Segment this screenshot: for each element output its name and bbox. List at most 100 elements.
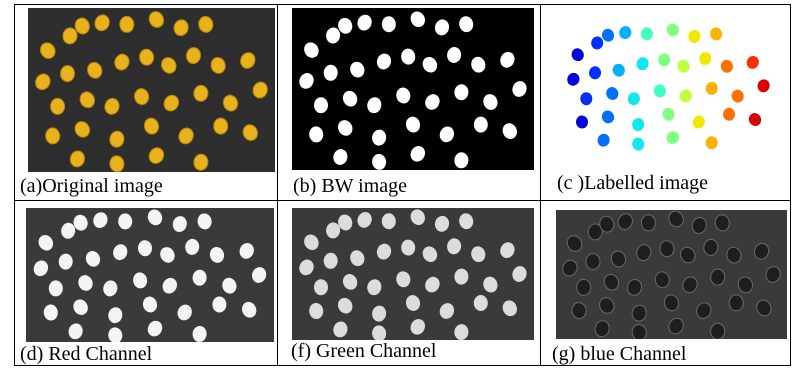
kernel-blob (454, 324, 469, 340)
kernel-blob (688, 30, 701, 43)
kernel-blob (705, 81, 718, 95)
kernel-blob (350, 61, 365, 78)
caption-red-channel: (d) Red Channel (20, 343, 153, 365)
kernel-blob (502, 123, 517, 139)
kernel-blob (59, 65, 76, 83)
kernel-blob (659, 240, 675, 258)
kernel-blob (410, 11, 425, 28)
labelled-background (551, 8, 786, 170)
kernel-blob (597, 133, 610, 147)
kernel-blob (679, 89, 692, 103)
kernel-blob (710, 27, 723, 41)
kernel-blob (148, 147, 165, 164)
kernel-blob (422, 246, 438, 262)
kernel-blob (172, 216, 187, 233)
kernel-blob (133, 272, 148, 289)
kernel-blob (632, 118, 645, 132)
kernel-blob (471, 246, 486, 263)
kernel-blob (576, 278, 592, 296)
kernel-blob (376, 53, 392, 70)
kernel-blob (459, 213, 474, 230)
kernel-blob (119, 15, 135, 33)
kernel-blob (162, 277, 178, 294)
kernel-blob (58, 253, 73, 270)
kernel-blob (240, 52, 256, 69)
kernel-blob (93, 212, 108, 228)
kernel-blob (571, 48, 584, 62)
kernel-blob (594, 320, 610, 338)
kernel-blob (720, 59, 733, 73)
kernel-blob (640, 214, 656, 232)
kernel-blob (471, 56, 486, 73)
kernel-blob (679, 246, 696, 264)
kernel-blob (33, 260, 49, 277)
kernel-blob (213, 117, 229, 135)
kernel-blob (48, 280, 63, 297)
kernel-blob (425, 276, 440, 293)
kernel-blob (142, 296, 158, 313)
kernel-blob (87, 61, 103, 79)
kernel-blob (396, 87, 411, 104)
kernel-blob (94, 14, 110, 32)
figure-grid: (a)Original image (b) BW image (c )Label… (14, 4, 791, 366)
kernel-blob (753, 242, 770, 260)
kernel-blob (601, 110, 615, 124)
kernel-blob (580, 92, 593, 106)
kernel-blob (610, 250, 627, 268)
kernel-blob (677, 59, 690, 73)
kernel-blob (333, 149, 348, 165)
red-channel-panel (26, 208, 274, 342)
kernel-blob (439, 126, 455, 143)
kernel-blob (748, 113, 762, 126)
kernel-blob (222, 94, 239, 112)
kernel-blob (372, 325, 387, 340)
kernel-blob (193, 84, 209, 102)
kernel-blob (38, 235, 54, 251)
table-row-divider (14, 200, 791, 201)
kernel-blob (252, 81, 268, 99)
table-col-divider-1 (277, 4, 278, 366)
kernel-blob (43, 304, 58, 321)
bw-image-panel (292, 8, 534, 170)
kernel-blob (756, 299, 772, 317)
green-image (292, 208, 534, 340)
kernel-blob (439, 303, 455, 319)
kernel-blob (703, 238, 719, 256)
kernel-blob (699, 52, 712, 65)
kernel-blob (192, 269, 207, 286)
kernel-blob (483, 94, 498, 110)
kernel-blob (728, 294, 744, 312)
kernel-blob (401, 48, 416, 65)
kernel-blob (626, 278, 643, 296)
kernel-blob (737, 276, 754, 294)
kernel-blob (160, 247, 175, 263)
kernel-blob (104, 97, 120, 115)
kernel-blob (757, 79, 770, 93)
kernel-blob (197, 213, 212, 230)
kernel-blob (103, 280, 118, 297)
kernel-blob (567, 72, 580, 86)
kernel-blob (209, 246, 225, 263)
kernel-blob (587, 223, 603, 241)
kernel-blob (74, 17, 90, 35)
kernel-blob (502, 300, 517, 317)
kernel-blob (185, 238, 200, 255)
kernel-blob (606, 87, 619, 100)
kernel-blob (696, 302, 712, 319)
kernel-blob (50, 97, 66, 115)
original-image-panel (28, 8, 275, 172)
kernel-blob (313, 97, 329, 114)
kernel-blob (109, 155, 125, 172)
kernel-blob (337, 297, 353, 314)
kernel-blob (746, 55, 759, 69)
caption-labelled-image: (c )Labelled image (557, 172, 709, 194)
kernel-blob (617, 213, 633, 230)
kernel-blob (631, 304, 647, 322)
kernel-blob (682, 276, 698, 294)
kernel-blob (640, 27, 653, 41)
kernel-blob (376, 243, 392, 260)
kernel-blob (367, 279, 382, 296)
kernel-blob (372, 305, 387, 322)
kernel-blob (85, 251, 101, 267)
kernel-blob (338, 214, 353, 231)
